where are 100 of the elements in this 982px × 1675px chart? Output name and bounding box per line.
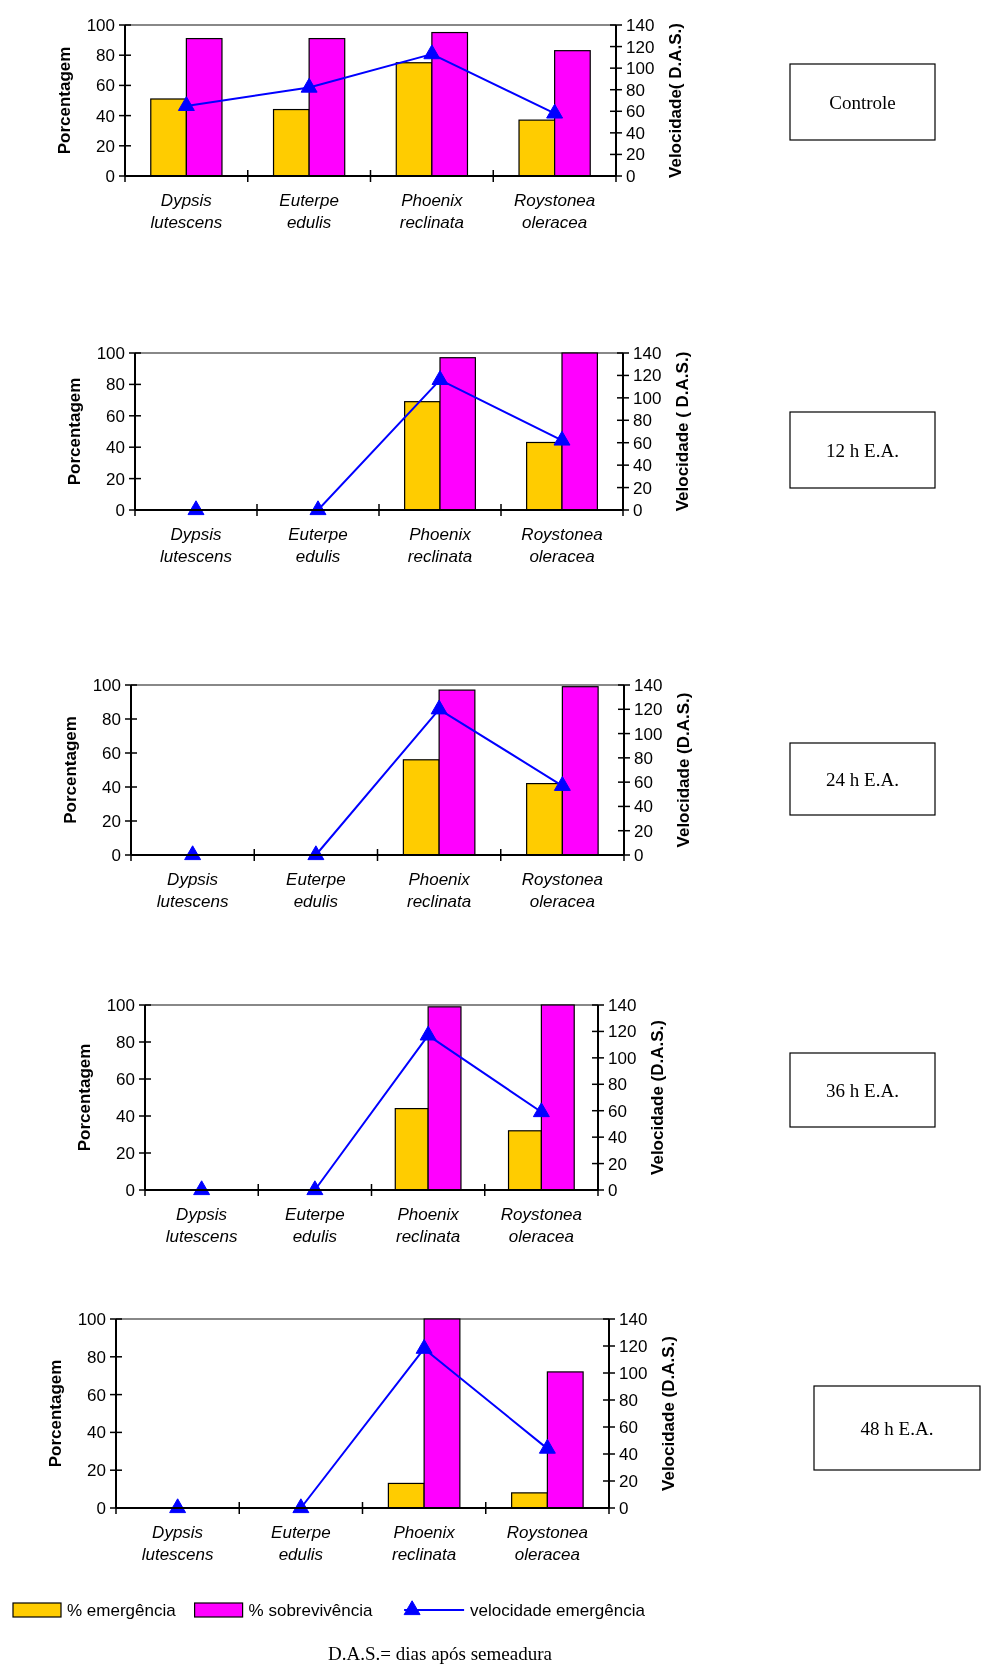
y2-tick-label: 20 [619,1471,638,1491]
x-tick-label: Dypsis lutescens [150,191,223,232]
y2-tick-label: 20 [626,145,645,165]
x-tick-label: Euterpe edulis [288,525,348,566]
x-tick-label: Roystonea oleracea [500,1205,583,1246]
y2-tick-label: 0 [634,845,644,865]
point [300,77,318,93]
y2-tick-label: 40 [626,123,645,143]
y2-tick-label: 20 [634,821,653,841]
y2-tick-label: 140 [634,675,663,695]
y2-tick-label: 60 [633,433,652,453]
point [415,1339,433,1354]
y-tick-label: 20 [102,811,121,831]
point [177,96,195,111]
x-tick-label: Dypsis lutescens [160,525,233,566]
legend-label: % sobrevivência [248,1600,373,1620]
x-tick-label: Euterpe edulis [279,191,339,232]
y-tick-label: 80 [106,375,125,395]
x-tick-label: Roystonea oleracea [506,1523,589,1564]
y2-axis-title: Velocidade (D.A.S.) [674,692,693,848]
x-tick-label: Roystonea oleracea [513,191,596,232]
text: D.A.S.= dias após semeadura [328,1643,553,1664]
y-tick-label: 60 [96,76,115,96]
y2-tick-label: 100 [634,724,663,744]
y-tick-label: 80 [96,46,115,66]
y-axis-title: Porcentagem [61,716,80,824]
y-tick-label: 40 [102,777,121,797]
x-tick-label: Phoenix reclinata [399,191,465,232]
y2-tick-label: 140 [608,995,637,1015]
point [430,699,448,715]
y2-axis-title: Velocidade (D.A.S.) [659,1336,678,1491]
y2-tick-label: 60 [634,773,653,793]
x-tick-label: Dypsis lutescens [141,1523,215,1564]
y2-tick-label: 100 [608,1048,637,1068]
x-tick-label: Roystonea oleracea [521,525,603,566]
y-tick-label: 20 [87,1461,106,1481]
y-tick-label: 60 [87,1385,106,1405]
x-tick-label: Euterpe edulis [271,1523,331,1564]
y2-tick-label: 140 [619,1309,648,1329]
legend-label: velocidade emergência [470,1600,646,1620]
y2-tick-label: 80 [626,80,645,100]
y-tick-label: 80 [116,1032,135,1052]
point [532,1102,550,1118]
y-tick-label: 40 [116,1106,135,1126]
text: Controle [829,91,896,113]
y-tick-label: 20 [116,1143,135,1163]
y2-tick-label: 0 [633,500,643,520]
y-tick-label: 60 [106,406,125,426]
y2-tick-label: 120 [634,700,663,720]
x-tick-label: Euterpe edulis [285,1205,345,1246]
point [553,776,571,791]
x-tick-label: Phoenix reclinata [406,870,472,911]
y2-tick-label: 60 [619,1417,638,1437]
x-tick-label: Phoenix reclinata [407,525,473,566]
point [553,430,571,446]
y-tick-label: 80 [87,1347,106,1367]
y-tick-label: 100 [96,343,125,363]
y-tick-label: 40 [96,106,115,126]
y2-tick-label: 100 [619,1363,648,1383]
y2-tick-label: 40 [633,456,652,476]
y2-tick-label: 0 [608,1180,618,1200]
y2-tick-label: 20 [608,1154,627,1174]
y-axis-title: Porcentagem [65,377,84,486]
y-tick-label: 0 [96,1498,106,1518]
y2-axis-title: Velocidade( D.A.S.) [666,23,685,178]
y-tick-label: 20 [96,136,115,156]
point [431,370,449,386]
x-tick-label: Phoenix reclinata [395,1205,461,1246]
y2-tick-label: 40 [619,1444,638,1464]
point [546,103,564,119]
y-tick-label: 0 [125,1180,135,1200]
y2-tick-label: 60 [626,102,645,122]
y-tick-label: 40 [106,438,125,458]
y-axis-title: Porcentagem [55,46,74,155]
point [538,1438,556,1454]
y2-tick-label: 100 [633,388,662,408]
y2-tick-label: 40 [608,1128,627,1148]
y2-tick-label: 0 [619,1498,629,1518]
text: 12 h E.A. [826,439,899,461]
y-axis-title: Porcentagem [46,1359,65,1468]
y-tick-label: 0 [111,845,121,865]
y-tick-label: 20 [106,469,125,489]
y-tick-label: 100 [86,15,115,35]
y2-tick-label: 60 [608,1101,627,1121]
y2-tick-label: 80 [633,411,652,431]
y-tick-label: 80 [102,709,121,729]
legend-label: % emergência [67,1600,177,1620]
y2-tick-label: 120 [633,366,662,386]
text: 36 h E.A. [826,1079,899,1101]
text: 48 h E.A. [860,1417,934,1439]
y2-tick-label: 140 [626,15,655,35]
y2-tick-label: 40 [634,797,653,817]
y-tick-label: 100 [77,1309,106,1329]
point [419,1025,437,1041]
y2-tick-label: 80 [619,1390,638,1410]
y2-tick-label: 20 [633,478,652,498]
y2-axis-title: Velocidade (D.A.S.) [648,1020,667,1175]
y2-tick-label: 100 [626,59,655,79]
y-tick-label: 60 [102,743,121,763]
y-tick-label: 0 [105,166,115,186]
